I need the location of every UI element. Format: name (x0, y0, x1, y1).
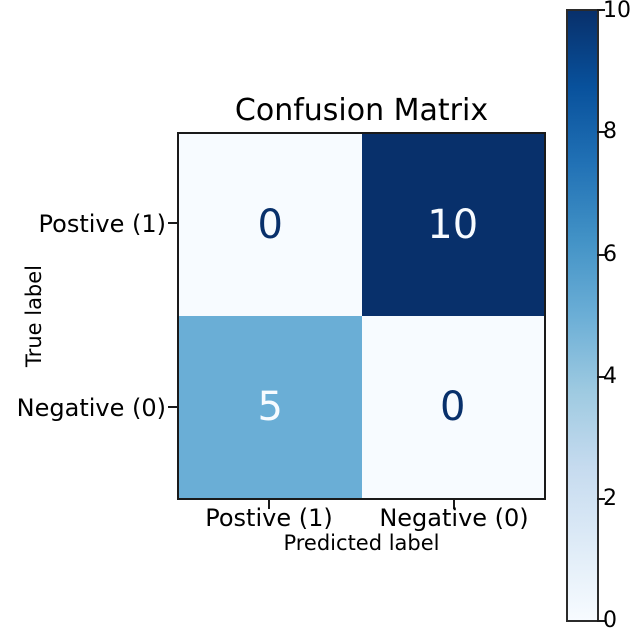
cell-value-fp: 5 (257, 384, 283, 430)
y-tick-mark-negative (168, 406, 177, 408)
colorbar-tick-label-4: 4 (603, 364, 617, 389)
y-tick-label-positive: Postive (1) (38, 210, 166, 238)
colorbar-tick-label-2: 2 (603, 486, 617, 511)
colorbar-tick-mark-10 (597, 9, 605, 11)
colorbar-tick-label-8: 8 (603, 119, 617, 144)
colorbar-tick-label-6: 6 (603, 242, 617, 267)
cell-value-tn: 0 (440, 384, 466, 430)
colorbar-tick-label-0: 0 (603, 608, 617, 633)
cell-fn: 10 (361, 134, 544, 316)
colorbar-tick-mark-0 (597, 620, 605, 622)
x-tick-mark-positive (268, 500, 270, 509)
x-tick-label-negative: Negative (0) (379, 504, 529, 532)
heatmap-grid: 0 10 5 0 (177, 132, 546, 500)
chart-title: Confusion Matrix (234, 93, 489, 128)
colorbar-gradient (566, 9, 599, 622)
cell-value-fn: 10 (427, 202, 479, 248)
y-tick-mark-positive (168, 222, 177, 224)
x-tick-mark-negative (453, 500, 455, 509)
cell-tp: 0 (179, 134, 362, 316)
colorbar-tick-mark-6 (597, 254, 605, 256)
x-tick-label-positive: Postive (1) (205, 504, 333, 532)
cell-value-tp: 0 (257, 202, 283, 248)
colorbar-tick-mark-8 (597, 131, 605, 133)
cell-fp: 5 (179, 316, 362, 498)
y-tick-label-negative: Negative (0) (16, 394, 166, 422)
colorbar-tick-mark-4 (597, 376, 605, 378)
x-axis-label: Predicted label (283, 531, 440, 555)
colorbar-tick-mark-2 (597, 498, 605, 500)
colorbar-tick-label-10: 10 (603, 0, 630, 23)
cell-tn: 0 (361, 316, 544, 498)
